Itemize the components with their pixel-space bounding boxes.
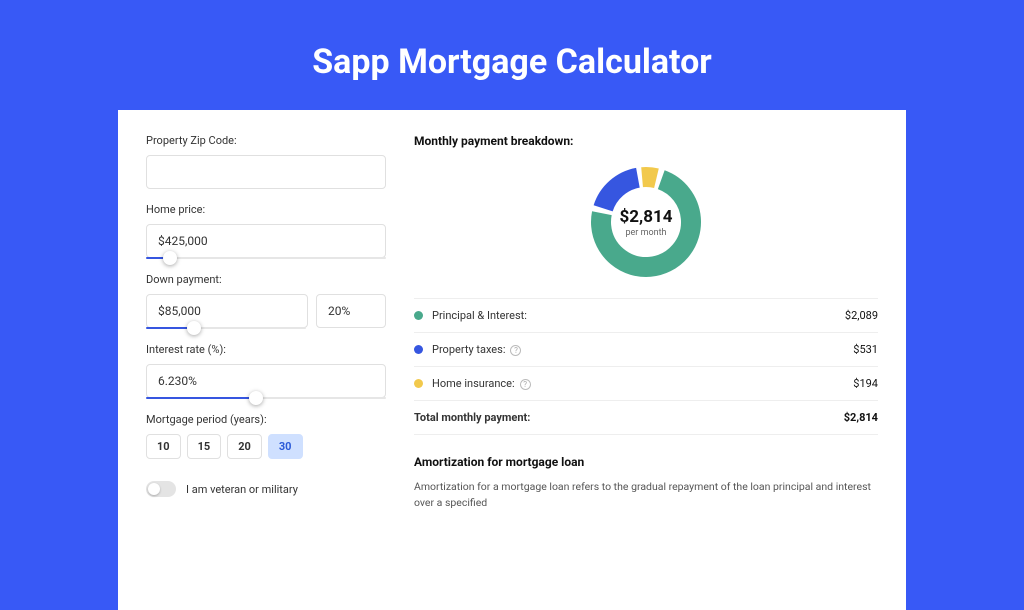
period-option-10[interactable]: 10 [146, 434, 181, 459]
info-icon[interactable]: ? [520, 379, 531, 390]
home-price-input[interactable] [146, 224, 386, 258]
down-payment-slider[interactable] [146, 327, 306, 329]
legend-label: Home insurance:? [432, 377, 853, 390]
amortization-title: Amortization for mortgage loan [414, 455, 878, 469]
page-title: Sapp Mortgage Calculator [0, 0, 1024, 110]
veteran-row: I am veteran or military [146, 481, 386, 497]
legend-item: Principal & Interest:$2,089 [414, 298, 878, 332]
veteran-toggle[interactable] [146, 481, 176, 497]
interest-label: Interest rate (%): [146, 343, 386, 356]
legend-total-label: Total monthly payment: [414, 411, 844, 424]
period-options: 10152030 [146, 434, 386, 459]
donut-chart: $2,814 per month [414, 162, 878, 282]
legend-value: $194 [853, 377, 878, 390]
donut-amount: $2,814 [620, 207, 673, 227]
info-icon[interactable]: ? [510, 345, 521, 356]
zip-input[interactable] [146, 155, 386, 189]
legend-value: $531 [853, 343, 878, 356]
calculator-card: Property Zip Code: Home price: Down paym… [118, 110, 906, 610]
down-payment-amount-input[interactable] [146, 294, 308, 328]
down-payment-field: Down payment: [146, 273, 386, 329]
interest-slider[interactable] [146, 397, 386, 399]
veteran-label: I am veteran or military [186, 483, 298, 496]
legend-total: Total monthly payment: $2,814 [414, 400, 878, 435]
down-payment-label: Down payment: [146, 273, 386, 286]
legend-total-value: $2,814 [844, 411, 878, 424]
zip-label: Property Zip Code: [146, 134, 386, 147]
breakdown-column: Monthly payment breakdown: $2,814 per mo… [414, 134, 878, 586]
home-price-field: Home price: [146, 203, 386, 259]
legend-label: Property taxes:? [432, 343, 853, 356]
donut-sub: per month [625, 228, 666, 238]
legend-item: Home insurance:?$194 [414, 366, 878, 400]
legend-item: Property taxes:?$531 [414, 332, 878, 366]
home-price-label: Home price: [146, 203, 386, 216]
breakdown-title: Monthly payment breakdown: [414, 134, 878, 148]
zip-field: Property Zip Code: [146, 134, 386, 189]
interest-field: Interest rate (%): [146, 343, 386, 399]
legend: Principal & Interest:$2,089Property taxe… [414, 298, 878, 400]
period-field: Mortgage period (years): 10152030 [146, 413, 386, 459]
amortization-body: Amortization for a mortgage loan refers … [414, 479, 878, 511]
legend-dot [414, 379, 423, 388]
home-price-slider[interactable] [146, 257, 386, 259]
period-label: Mortgage period (years): [146, 413, 386, 426]
legend-dot [414, 345, 423, 354]
period-option-20[interactable]: 20 [227, 434, 262, 459]
period-option-15[interactable]: 15 [187, 434, 222, 459]
legend-value: $2,089 [845, 309, 878, 322]
form-column: Property Zip Code: Home price: Down paym… [146, 134, 386, 586]
legend-label: Principal & Interest: [432, 309, 845, 322]
down-payment-percent-input[interactable] [316, 294, 386, 328]
interest-input[interactable] [146, 364, 386, 398]
period-option-30[interactable]: 30 [268, 434, 303, 459]
legend-dot [414, 311, 423, 320]
